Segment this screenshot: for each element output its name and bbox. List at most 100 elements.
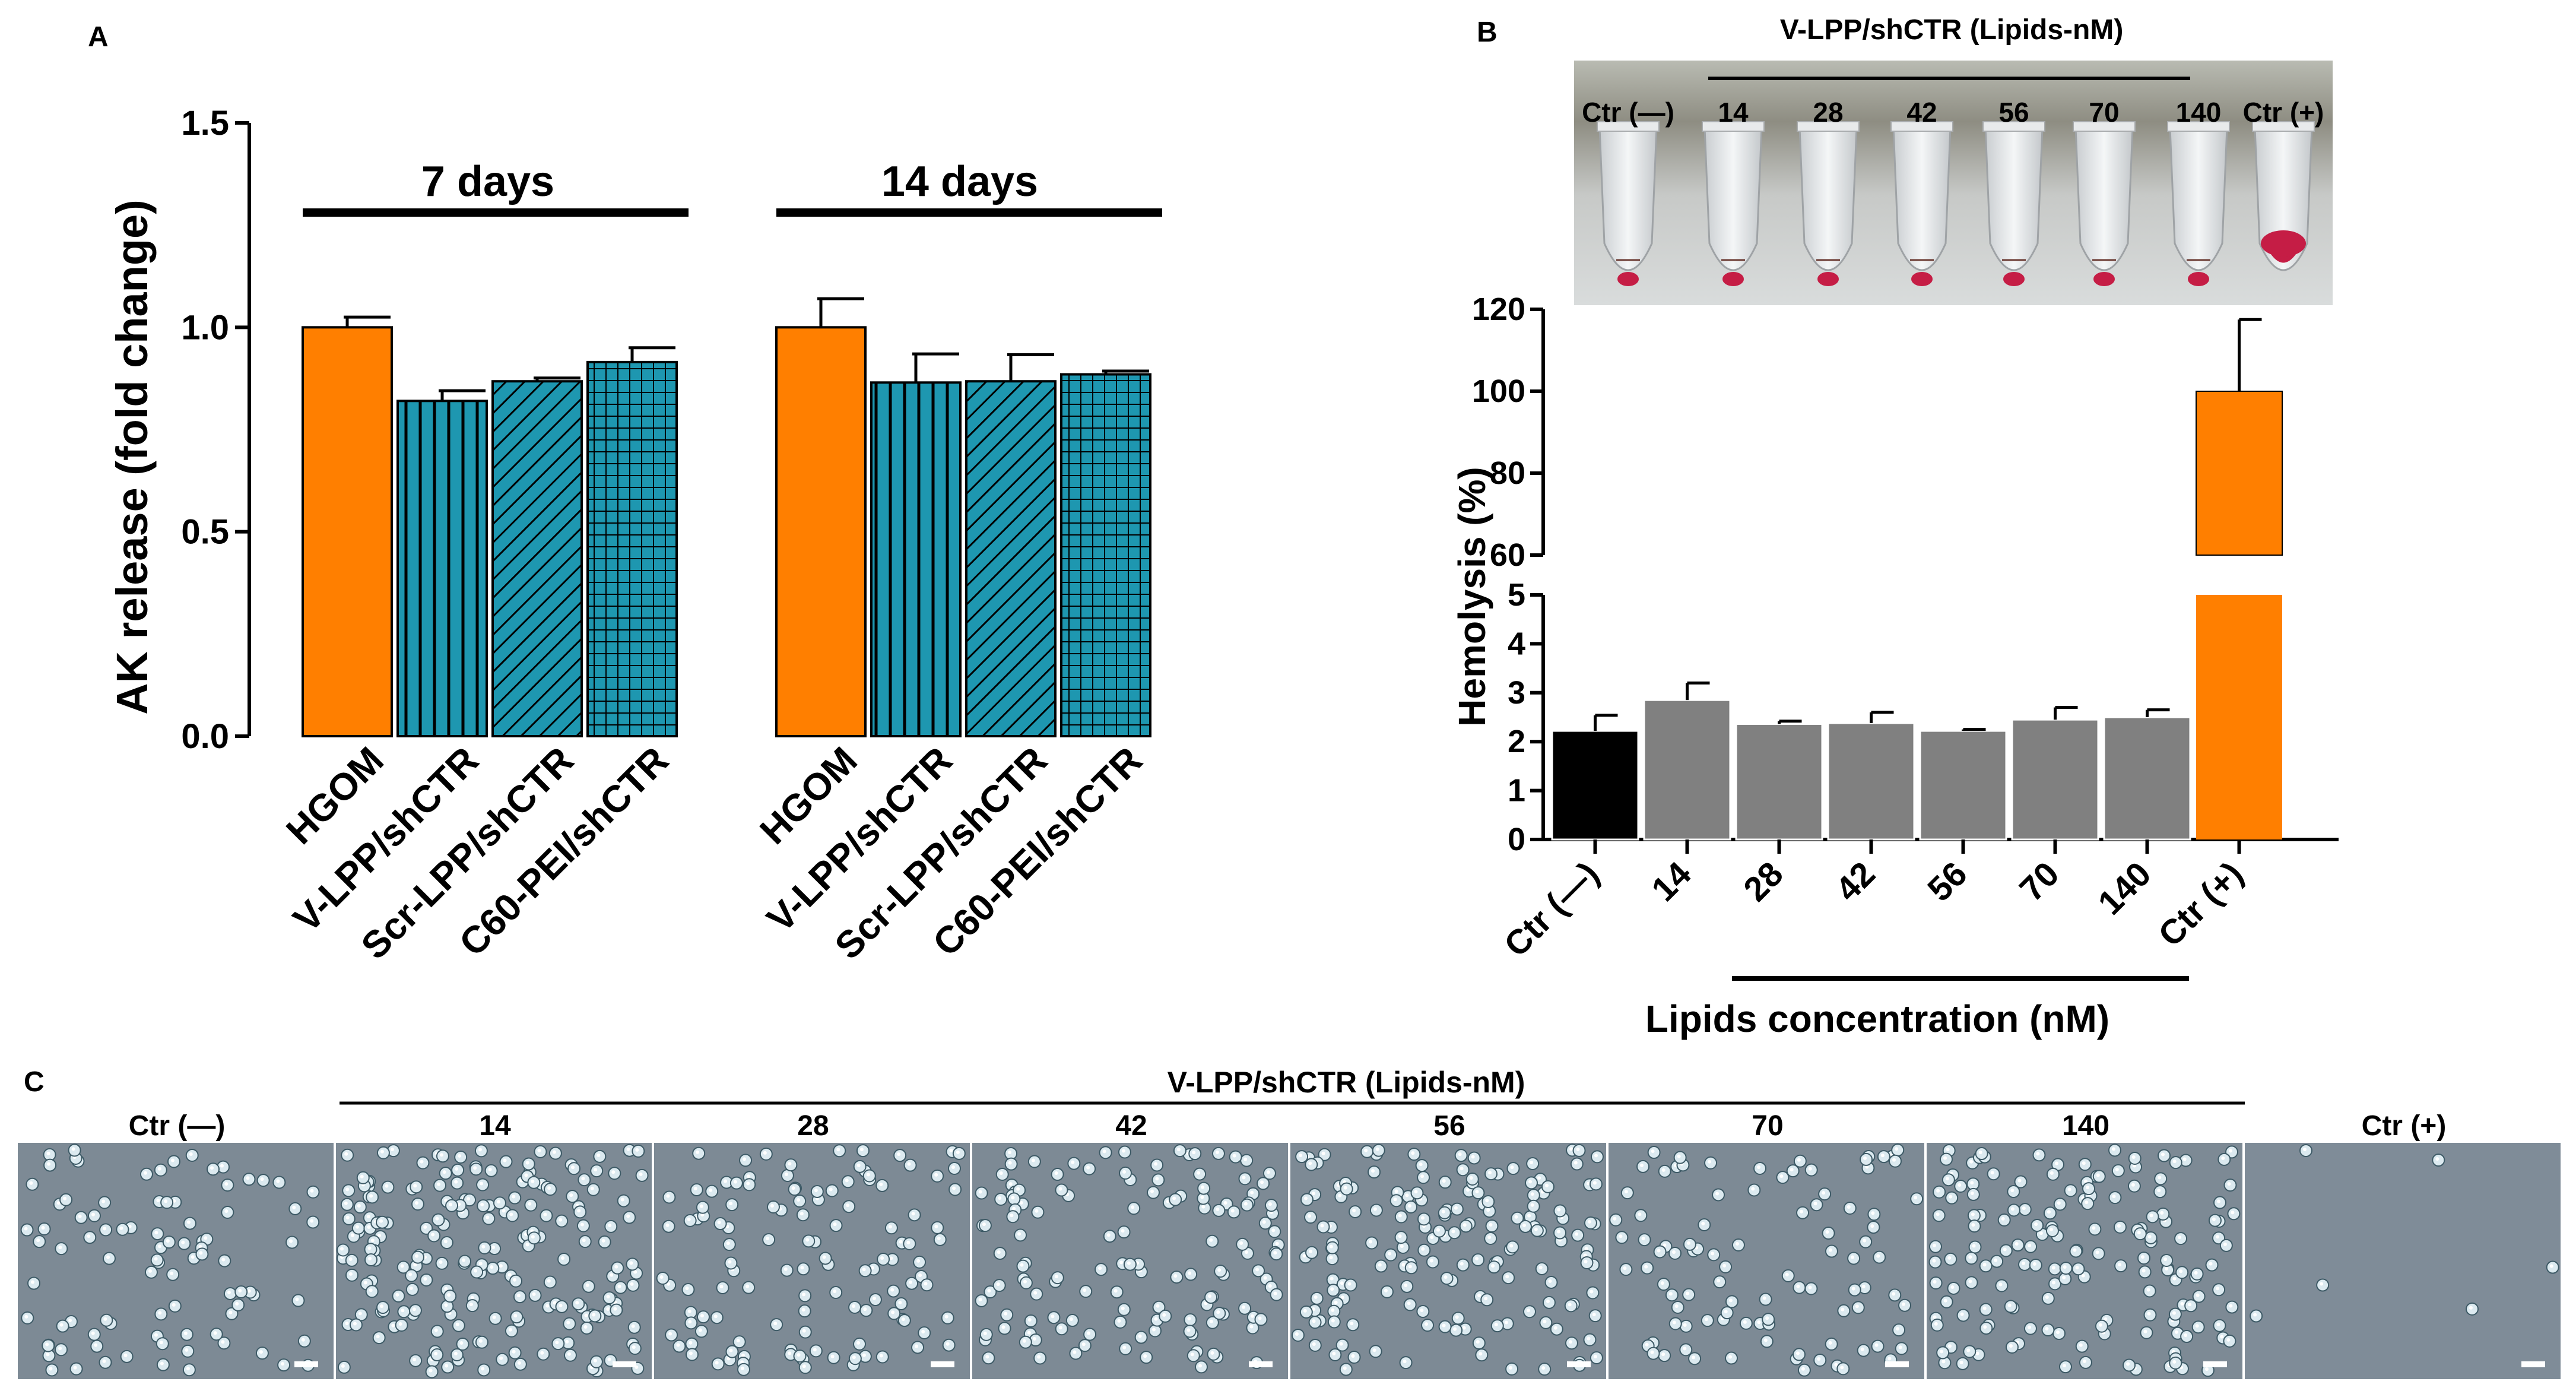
cell-highlight [845,1178,849,1183]
tube-28: 28 [1797,97,1860,286]
cell-highlight [880,1256,884,1260]
cell-highlight [613,1307,617,1311]
cell-highlight [2229,1304,2233,1308]
cell-highlight [454,1180,458,1184]
cell-highlight [447,1293,451,1297]
cell-highlight [1510,1165,1514,1170]
panel-a-bars [302,208,1162,737]
cell-highlight [1779,1174,1784,1178]
cell-highlight [2003,1247,2007,1252]
cell-highlight [1113,1289,1118,1293]
cell-highlight [437,1182,441,1186]
cell-highlight [1008,1182,1013,1186]
cell-highlight [516,1294,521,1298]
cell-highlight [525,1161,529,1165]
cell-highlight [30,1280,34,1284]
cell-highlight [481,1367,485,1371]
cell-highlight [639,1172,643,1176]
cell-highlight [630,1282,634,1286]
cell-highlight [360,1174,364,1178]
cell-highlight [101,1199,106,1203]
cell-highlight [91,1331,95,1335]
panel-b-y-tick-label: 5 [1508,577,1525,613]
cell-highlight [46,1352,50,1357]
cell-highlight [2147,1234,2152,1238]
cell-highlight [1017,1232,1021,1236]
cell-highlight [1420,1216,1425,1220]
cell-highlight [937,1236,941,1240]
cell-highlight [1352,1208,1356,1212]
cell-highlight [987,1288,991,1292]
cell-highlight [423,1276,427,1281]
cell-highlight [159,1341,163,1345]
cell-highlight [1650,1350,1654,1354]
cell-highlight [357,1204,361,1208]
scale-bar [931,1361,954,1367]
cell-highlight [2126,1362,2130,1366]
cell-highlight [2220,1335,2224,1339]
cell-highlight [1471,1155,1475,1159]
cell-highlight [1568,1340,1572,1344]
cell-highlight [1971,1223,1975,1227]
cell-highlight [166,1239,170,1243]
cell-highlight [2133,1164,2137,1168]
cell-highlight [512,1349,516,1354]
cell-highlight [614,1265,618,1269]
cell-highlight [1534,1227,1538,1231]
cell-highlight [1198,1364,1203,1368]
cell-highlight [659,1275,664,1279]
cell-highlight [766,1237,770,1241]
cell-highlight [1644,1265,1648,1269]
cell-highlight [2227,1182,2231,1186]
cell-highlight [1834,1363,1838,1367]
cell-highlight [467,1197,471,1201]
cell-highlight [395,1292,399,1297]
cell-highlight [2010,1207,2015,1211]
panel-a-group-label-7-days: 7 days [421,158,554,205]
cell-highlight [1469,1176,1473,1180]
cell-highlight [73,1366,77,1370]
cell-highlight [2045,1295,2049,1299]
cell-highlight [1982,1263,1987,1267]
cell-highlight [480,1181,484,1186]
cell-highlight [1249,1325,1254,1329]
cell-highlight [1808,1167,1812,1171]
cell-highlight [1674,1304,1679,1308]
cell-highlight [1505,1275,1509,1279]
cell-highlight [431,1233,435,1237]
cell-highlight [1122,1170,1127,1174]
panel-b-y-tick-label: 4 [1508,626,1525,661]
cell-highlight [1162,1313,1166,1317]
cell-highlight [1242,1305,1246,1309]
cell-highlight [1051,1314,1055,1319]
cell-highlight [401,1309,405,1313]
cell-highlight [221,1340,225,1344]
cell-highlight [68,1319,72,1323]
cell-highlight [2223,1242,2227,1246]
cell-highlight [852,1304,856,1309]
cell-highlight [2131,1155,2136,1159]
cell-highlight [1491,1264,1495,1268]
cell-highlight [1504,1320,1508,1325]
cell-highlight [1232,1154,1236,1158]
cell-highlight [1312,1192,1316,1196]
cell-highlight [1914,1196,1918,1200]
cell-highlight [1651,1149,1655,1154]
tube-body [1598,126,1658,271]
cell-highlight [164,1199,168,1203]
cell-highlight [1594,1154,1598,1158]
panel-a-letter: A [88,21,109,53]
panel-c-letter: C [24,1066,45,1098]
tube-body [1798,126,1858,271]
panel-b-bar-ctr [1551,730,1639,841]
panel-a-axes: 0.0 0.5 1.0 1.5 [181,104,251,756]
cell-highlight [2028,1243,2032,1247]
cell-highlight [366,1215,370,1219]
tube-row: Ctr (—) 14 28 42 56 70 140 Ctr (+) [1582,97,2324,286]
cell-highlight [1398,1234,1402,1238]
cell-highlight [617,1284,621,1288]
tube-rim [1597,121,1660,132]
cell-highlight [1121,1306,1125,1310]
cell-highlight [788,1351,792,1355]
cell-highlight [478,1339,483,1343]
